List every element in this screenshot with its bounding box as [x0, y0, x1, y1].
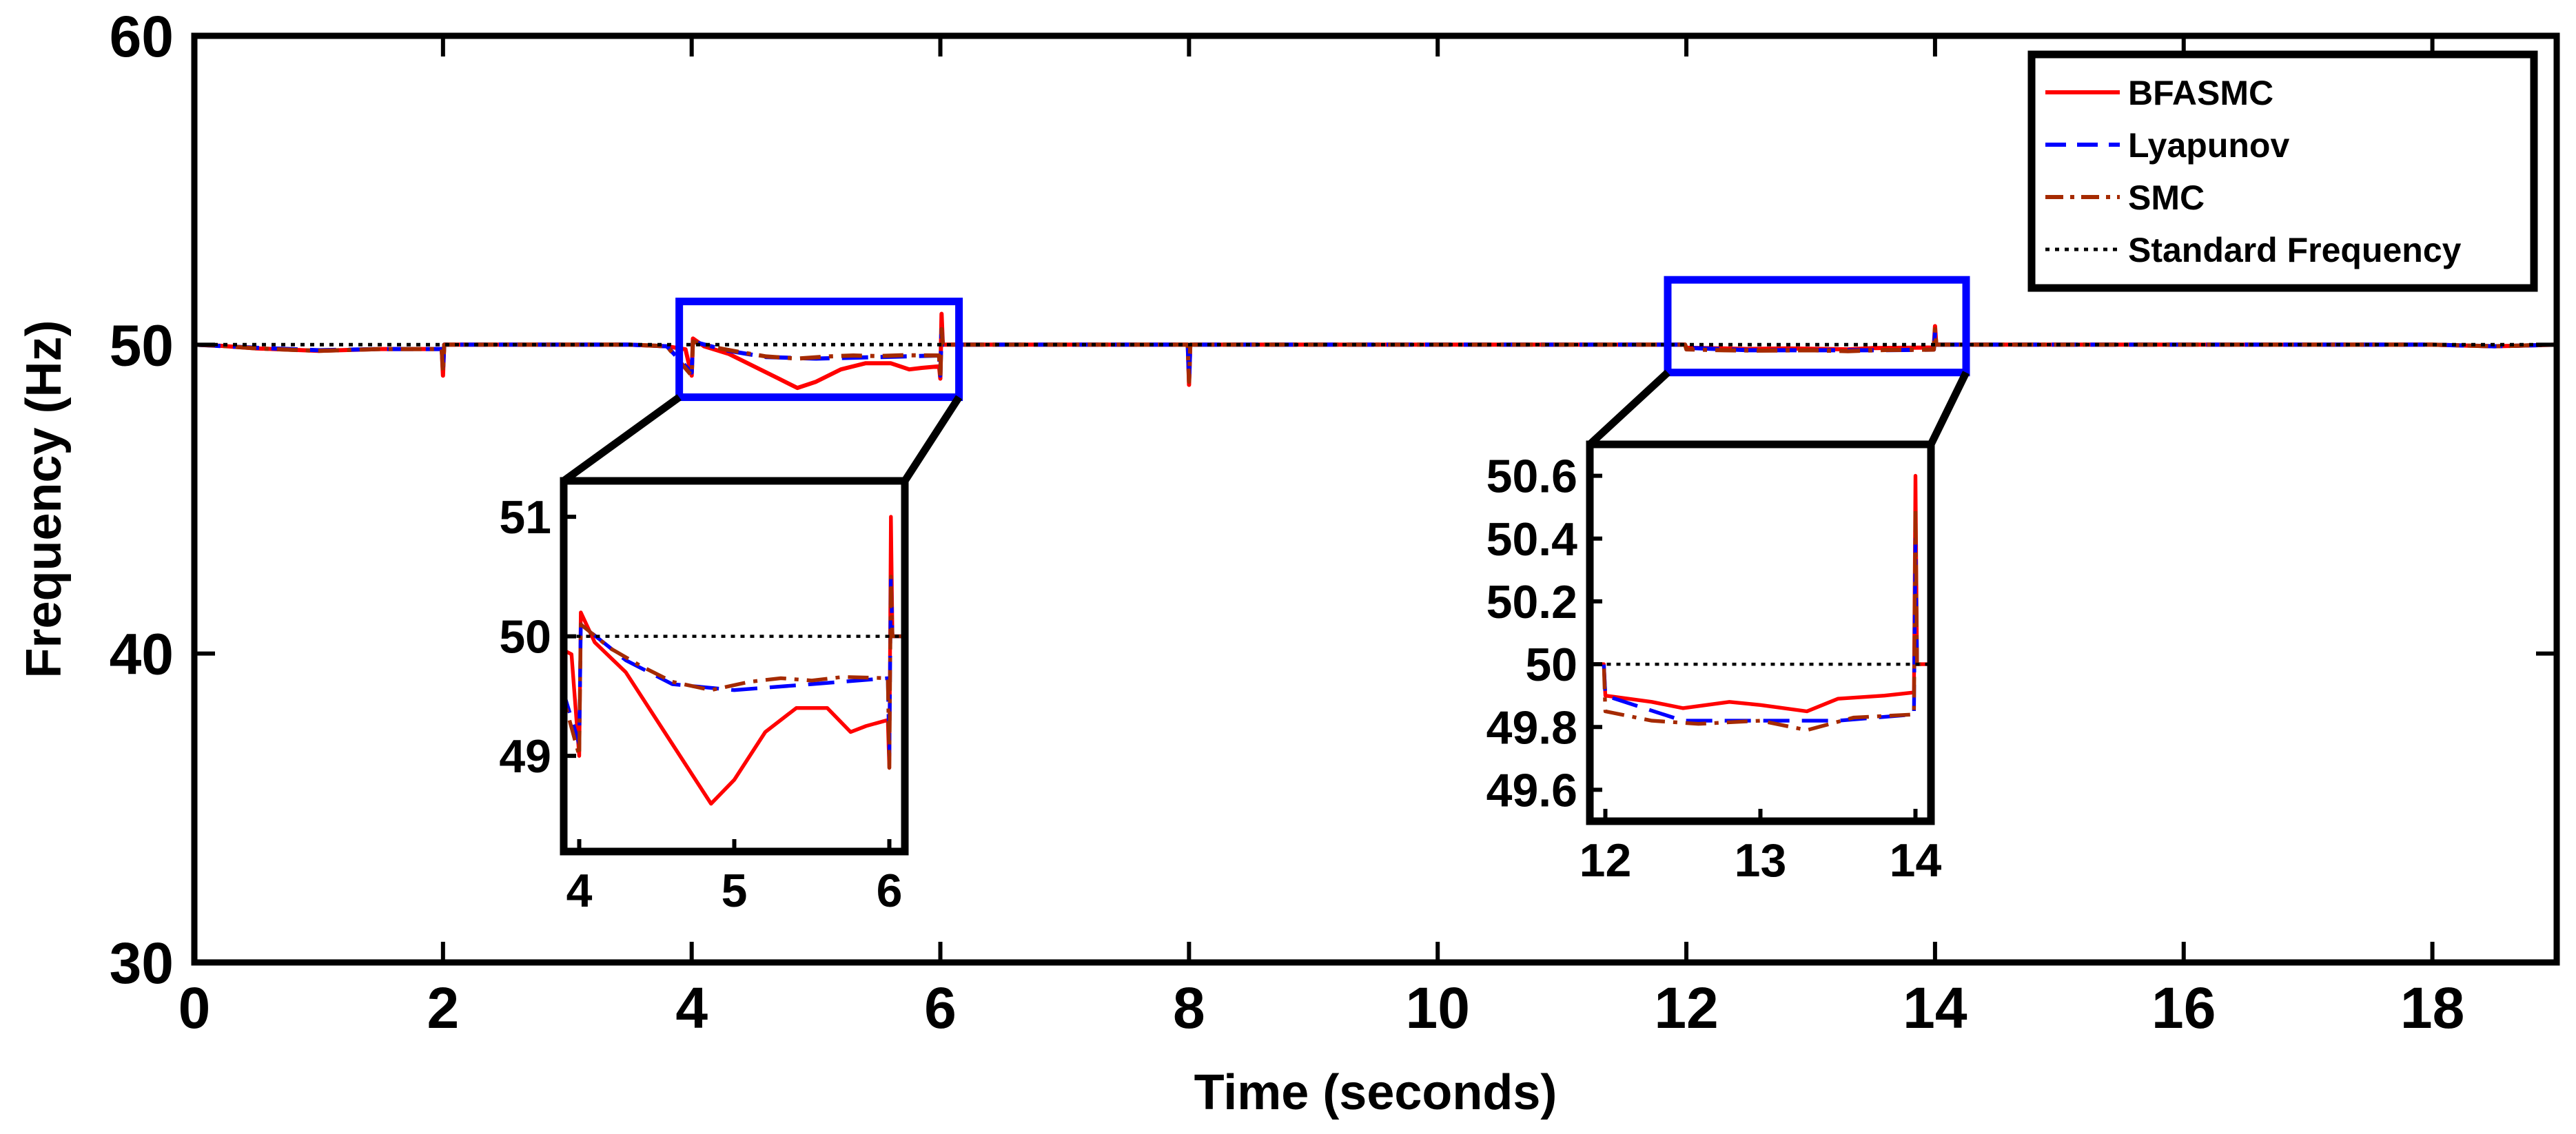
inset-2-background: [1590, 444, 1931, 821]
legend-label-standard-frequency: Standard Frequency: [2128, 231, 2462, 269]
inset-1-frame: [560, 477, 909, 856]
inset-1-series-line-lyapunov: [564, 575, 905, 758]
y-tick-label: 40: [110, 622, 174, 687]
x-tick-label: 0: [178, 976, 211, 1040]
inset-1-x-tick-label: 6: [877, 865, 903, 917]
inset-2-series-line-lyapunov: [1590, 537, 1931, 723]
y-tick-label: 60: [110, 4, 174, 69]
inset-1-x-tick-label: 4: [566, 865, 593, 917]
x-axis-label: Time (seconds): [1194, 1065, 1557, 1120]
x-tick-label: 8: [1173, 976, 1205, 1040]
main-series-line-smc: [194, 327, 2557, 384]
x-tick-label: 16: [2151, 976, 2216, 1040]
inset-1-series-line-bfasmc: [564, 515, 905, 806]
inset-2-series-line-bfasmc: [1590, 473, 1931, 714]
inset-1-connector-left: [561, 394, 682, 484]
x-tick-label: 18: [2400, 976, 2464, 1040]
inset-2-y-tick-label: 50.4: [1486, 513, 1578, 566]
inset-2-y-tick-label: 50.6: [1486, 451, 1577, 503]
main-series-group: [194, 311, 2557, 391]
inset-2-zoom-box: [1664, 276, 1970, 377]
inset-2-y-tick-label: 50.2: [1486, 576, 1577, 628]
x-tick-label: 4: [675, 976, 708, 1040]
legend-label-bfasmc: BFASMC: [2128, 74, 2273, 112]
inset-1-x-tick-label: 5: [722, 865, 748, 917]
inset-axes-2: 12 13 14 49.6 49.8 50 50.2 50.4 50.6: [1486, 276, 1970, 887]
legend: BFASMC Lyapunov SMC Standard Frequency: [2027, 50, 2538, 292]
inset-axes-1: 4 5 6 49 50 51: [499, 298, 963, 917]
main-series-line-bfasmc: [194, 311, 2557, 391]
y-tick-label: 30: [110, 931, 174, 996]
x-tick-label: 10: [1405, 976, 1469, 1040]
inset-2-y-tick-label: 49.8: [1486, 701, 1577, 754]
inset-1-y-tick-label: 49: [499, 730, 551, 783]
x-tick-label: 12: [1654, 976, 1718, 1040]
inset-2-connector-left: [1587, 369, 1670, 448]
inset-2-x-tick-label: 12: [1580, 834, 1632, 887]
inset-2-series-group: [1590, 473, 1931, 732]
main-axes: 0 2 4 6 8 10 12 14 16 18 30 40 50 60 Time (seconds) Fre…: [17, 4, 2560, 1120]
main-series-line-lyapunov: [194, 327, 2557, 384]
inset-1-series-line-smc: [564, 575, 905, 770]
inset-2-frame: [1586, 440, 1935, 825]
x-tick-label: 6: [924, 976, 957, 1040]
inset-2-x-tick-label: 13: [1735, 834, 1787, 887]
inset-1-connector-right: [901, 395, 963, 483]
inset-1-y-tick-label: 51: [499, 491, 551, 544]
inset-2-connector-right: [1928, 371, 1970, 446]
inset-2-y-tick-label: 50: [1525, 639, 1577, 691]
y-tick-label: 50: [110, 313, 174, 378]
inset-1-series-group: [564, 515, 905, 806]
inset-1-y-tick-label: 50: [499, 611, 551, 663]
y-axis-label: Frequency (Hz): [17, 320, 72, 678]
inset-1-zoom-box: [675, 298, 963, 402]
inset-2-x-tick-label: 14: [1890, 834, 1942, 887]
x-tick-label: 14: [1903, 976, 1967, 1040]
legend-label-lyapunov: Lyapunov: [2128, 126, 2289, 165]
x-tick-label: 2: [427, 976, 459, 1040]
main-axes-frame: [191, 32, 2560, 966]
inset-2-y-tick-label: 49.6: [1486, 764, 1577, 816]
legend-label-smc: SMC: [2128, 178, 2205, 217]
inset-1-background: [564, 481, 905, 852]
